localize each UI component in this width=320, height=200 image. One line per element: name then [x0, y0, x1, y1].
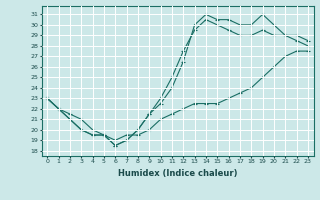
X-axis label: Humidex (Indice chaleur): Humidex (Indice chaleur) — [118, 169, 237, 178]
